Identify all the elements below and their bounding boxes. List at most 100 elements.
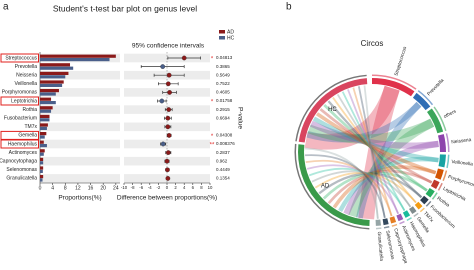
bar: [40, 175, 44, 179]
p-value: 0.04813: [216, 55, 233, 60]
ci-point: [164, 158, 170, 164]
genus-label: Porphyromonas: [447, 174, 474, 190]
bar: [40, 135, 45, 139]
genus-arc: [372, 78, 415, 97]
genus-arc: [437, 134, 446, 152]
x-tick-label: -4: [148, 185, 152, 190]
x-tick-label: 10: [208, 185, 213, 190]
ribbon: [347, 89, 400, 215]
genus-arc: [382, 218, 389, 226]
x-tick-label: 0: [166, 185, 169, 190]
genus-outer-arc: [445, 133, 450, 152]
ci-point: [165, 176, 171, 181]
ribbon: [356, 101, 422, 219]
p-value: 0.4449: [216, 167, 230, 172]
ribbon: [357, 86, 386, 218]
row-band: [124, 139, 210, 149]
ribbon: [318, 172, 423, 199]
genus-outer-arc: [419, 207, 425, 213]
bar: [40, 75, 66, 79]
ci-point: [181, 55, 187, 61]
x-tick-label: 4: [51, 185, 54, 191]
group-label: AD: [321, 184, 330, 190]
genus-label: Selenomonas: [384, 230, 396, 261]
significance-star: *: [211, 134, 214, 140]
ribbon: [332, 165, 437, 209]
bar: [40, 118, 50, 122]
ci-point: [160, 64, 166, 69]
bar: [40, 54, 116, 58]
row-band: [40, 139, 120, 149]
genus-outer-arc: [383, 226, 390, 229]
legend-swatch: [219, 30, 225, 34]
x-tick-label: -10: [121, 185, 128, 190]
genus-arc: [438, 154, 446, 168]
bar: [40, 89, 59, 93]
ribbon: [352, 87, 393, 217]
genus-label: Veillonella: [451, 159, 474, 168]
legend-label: AD: [227, 29, 234, 35]
highlight-box: [0, 130, 39, 140]
x-tick-label: 24: [113, 185, 119, 191]
genus-label: Fusobacterium: [429, 204, 456, 230]
x-tick-label: -8: [131, 185, 135, 190]
ribbon: [306, 101, 422, 143]
bar: [40, 83, 63, 87]
ribbon: [363, 85, 379, 219]
genus-arc: [375, 219, 382, 226]
ribbon: [305, 159, 393, 217]
genus-outer-arc: [406, 217, 412, 222]
ribbon: [338, 157, 439, 212]
p-value: 0.3865: [216, 64, 230, 69]
p-value: 0.4605: [216, 90, 230, 95]
genus-outer-arc: [413, 212, 419, 217]
ribbon: [332, 97, 417, 204]
ci-point: [166, 107, 172, 112]
bar: [40, 123, 48, 127]
ci-title: 95% confidence intervals: [132, 43, 205, 50]
bar: [40, 101, 56, 105]
ribbon: [336, 93, 412, 208]
bar: [40, 97, 52, 101]
bar: [40, 152, 44, 156]
highlight-box: [0, 53, 39, 63]
x-tick-label: -6: [139, 185, 143, 190]
genus-outer-arc: [375, 227, 382, 230]
genus-label: Neisseria: [451, 137, 472, 145]
ribbon: [322, 171, 428, 200]
bar: [40, 80, 64, 84]
x-tick-label: 8: [64, 185, 67, 191]
x-tick-label: 4: [183, 185, 186, 190]
bar: [40, 144, 47, 148]
ci-point: [165, 150, 171, 155]
ribbon: [341, 91, 406, 212]
significance-star: *: [211, 57, 214, 63]
ribbon: [306, 164, 400, 215]
circos-title: Circos: [361, 39, 384, 48]
ribbon: [305, 147, 379, 219]
legend-swatch: [219, 36, 225, 40]
chart-title: Student's t-test bar plot on genus level: [53, 3, 197, 13]
p-value: 0.04308: [216, 133, 233, 138]
panel-label: b: [286, 2, 292, 13]
ribbon: [348, 118, 435, 218]
bar: [40, 58, 110, 62]
ribbon: [319, 108, 433, 184]
ci-point: [165, 115, 171, 121]
p-value: 0.1354: [216, 176, 230, 181]
genus-outer-arc: [437, 182, 443, 191]
ci-point: [166, 133, 172, 138]
genus-outer-arc: [391, 223, 398, 227]
ribbon: [358, 85, 400, 220]
genus-label: Rothia: [436, 196, 451, 209]
category-label: Capnocytophaga: [0, 159, 37, 165]
x-tick-label: -2: [156, 185, 160, 190]
genus-outer-arc: [433, 106, 447, 132]
genus-arc: [412, 92, 431, 111]
ribbon: [343, 140, 439, 216]
genus-label: Leptotrichia: [442, 186, 467, 203]
bar: [40, 126, 47, 130]
significance-star: *: [211, 100, 214, 106]
genus-arc: [409, 206, 417, 215]
row-band: [40, 122, 120, 132]
